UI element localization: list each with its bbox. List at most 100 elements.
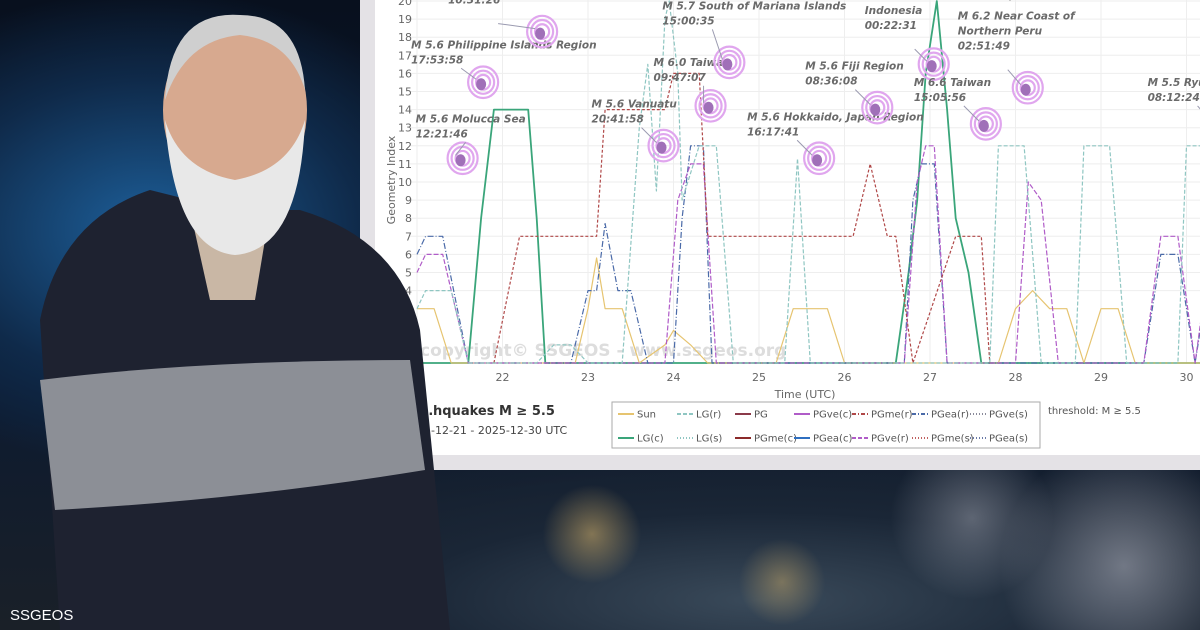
legend-label: PGme(c) bbox=[754, 434, 797, 445]
legend-item[interactable]: PGea(c) bbox=[794, 434, 852, 445]
y-tick-label: 15 bbox=[398, 86, 412, 99]
legend-item[interactable]: PGme(s) bbox=[912, 434, 974, 445]
y-tick-label: 11 bbox=[398, 158, 412, 171]
y-tick-label: 10 bbox=[398, 176, 412, 189]
y-tick-label: 19 bbox=[398, 13, 412, 26]
quake-ring-icon bbox=[717, 49, 742, 75]
quake-epicenter-icon bbox=[535, 27, 546, 40]
x-axis-label: Time (UTC) bbox=[774, 388, 836, 401]
quake-ring-icon bbox=[694, 88, 727, 123]
event-label: M 5.6 Fiji Region bbox=[805, 61, 903, 73]
brand-label: SSGEOS bbox=[10, 607, 74, 624]
legend-label: PGve(c) bbox=[813, 410, 852, 421]
event-label: Northern Peru bbox=[958, 26, 1043, 38]
earthquake-event[interactable]: M 5.7 South of Mariana Islands 15:00:35 bbox=[662, 0, 846, 80]
legend-item[interactable]: LG(r) bbox=[677, 410, 721, 421]
quake-ring-icon bbox=[865, 94, 890, 121]
legend-label: LG(s) bbox=[696, 434, 722, 445]
earthquake-event[interactable]: M 5.5 Ryukyu Islands 08:12:24 bbox=[1148, 77, 1200, 140]
y-tick-label: 17 bbox=[398, 49, 412, 62]
event-label: M 5.6 Molucca Sea bbox=[416, 113, 526, 125]
legend-item[interactable]: LG(s) bbox=[677, 434, 722, 445]
event-label: M 5.6 Hokkaido, Japan Region bbox=[747, 111, 924, 123]
quake-epicenter-icon bbox=[812, 154, 823, 167]
y-tick-label: 7 bbox=[405, 230, 412, 243]
quake-ring-icon bbox=[803, 141, 836, 176]
quake-epicenter-icon bbox=[722, 58, 733, 71]
city-lights bbox=[440, 470, 1200, 630]
earthquake-event[interactable]: M 6.2 Near Coast of Northern Peru 02:51:49 bbox=[958, 11, 1076, 105]
earthquake-event[interactable]: M 5.6 Philippine Islands Region 17:53:58 bbox=[411, 39, 597, 100]
quake-epicenter-icon bbox=[703, 101, 714, 114]
earthquake-event[interactable]: M 6.6 Taiwan 15:05:56 bbox=[914, 77, 1002, 141]
quake-ring-icon bbox=[1015, 75, 1040, 101]
legend-item[interactable]: LG(c) bbox=[618, 434, 664, 445]
legend-item[interactable]: PGme(c) bbox=[735, 434, 797, 445]
quake-ring-icon bbox=[698, 93, 723, 119]
event-pointer bbox=[796, 139, 813, 156]
event-pointer bbox=[1007, 69, 1022, 86]
y-tick-label: 14 bbox=[398, 104, 412, 117]
legend-item[interactable]: Sun bbox=[618, 410, 656, 421]
event-label: M 5.6 Vanuatu bbox=[592, 99, 678, 111]
earthquake-event[interactable]: M 5.6 Molucca Sea 12:21:46 bbox=[416, 113, 526, 176]
chart-subtitle: …-12-21 - 2025-12-30 UTC bbox=[420, 424, 567, 437]
event-time: 15:00:35 bbox=[662, 15, 714, 27]
x-tick-label: 29 bbox=[1094, 371, 1108, 384]
event-pointer bbox=[854, 89, 871, 105]
quake-epicenter-icon bbox=[978, 119, 989, 132]
legend-label: PG bbox=[754, 410, 768, 421]
quake-epicenter-icon bbox=[656, 141, 667, 154]
event-pointer bbox=[460, 67, 477, 80]
earthquake-event[interactable]: M 5.6 Vanuatu 20:41:58 bbox=[592, 99, 680, 163]
hair bbox=[165, 14, 305, 100]
y-tick-label: 18 bbox=[398, 31, 412, 44]
quake-ring-icon bbox=[526, 14, 559, 49]
watermark: copyright© SSGEOS - www.ssgeos.org bbox=[420, 341, 786, 361]
legend-item[interactable]: PGme(r) bbox=[852, 410, 913, 421]
legend-label: PGme(s) bbox=[931, 434, 974, 445]
legend-item[interactable]: PGve(s) bbox=[970, 410, 1028, 421]
event-time: 08:36:08 bbox=[805, 76, 857, 88]
series-pgmer bbox=[493, 72, 991, 364]
event-time: 10:31:26 bbox=[448, 0, 500, 7]
legend-label: PGve(r) bbox=[871, 434, 909, 445]
earthquake-event[interactable]: M 5.6 Southern Sumatra, Indonesia 00:22:31 bbox=[865, 0, 1014, 82]
quake-ring-icon bbox=[530, 18, 555, 45]
earthquake-event[interactable]: M 6.5 Eastern New GuineaRegion. P.N.G.10… bbox=[448, 0, 604, 49]
event-pointer bbox=[455, 141, 467, 156]
event-pointer bbox=[711, 29, 723, 60]
event-time: 20:41:58 bbox=[592, 114, 644, 126]
series-lgr bbox=[416, 0, 1200, 364]
event-pointer bbox=[914, 48, 928, 62]
event-label: M 5.7 South of Mariana Islands bbox=[662, 0, 846, 12]
event-time: 00:22:31 bbox=[865, 20, 917, 32]
legend-label: PGea(c) bbox=[813, 434, 852, 445]
legend-label: PGea(r) bbox=[931, 410, 969, 421]
legend-item[interactable]: PGve(c) bbox=[794, 410, 852, 421]
earthquake-event[interactable]: M 6.0 Taiwan 09:47:07 bbox=[654, 57, 731, 123]
event-pointer bbox=[498, 23, 536, 30]
x-tick-label: 23 bbox=[581, 371, 595, 384]
event-label: M 6.2 Near Coast of bbox=[958, 11, 1076, 23]
legend-item[interactable]: PG bbox=[735, 410, 768, 421]
legend-item[interactable]: PGea(r) bbox=[912, 410, 969, 421]
quake-ring-icon bbox=[861, 90, 894, 125]
earthquake-event[interactable]: M 5.6 Fiji Region 08:36:08 bbox=[805, 61, 904, 125]
quake-ring-icon bbox=[973, 111, 998, 137]
sweater-gray-band bbox=[40, 360, 425, 510]
legend-item[interactable]: PGea(s) bbox=[970, 434, 1028, 445]
event-time: 16:17:41 bbox=[747, 126, 799, 138]
y-tick-label: 12 bbox=[398, 140, 412, 153]
earthquake-event[interactable]: M 5.6 Hokkaido, Japan Region 16:17:41 bbox=[747, 111, 924, 176]
event-time: 09:47:07 bbox=[654, 72, 707, 84]
event-pointer bbox=[641, 127, 657, 143]
legend-box bbox=[611, 401, 1041, 449]
quake-ring-icon bbox=[471, 69, 496, 95]
x-tick-label: 22 bbox=[496, 371, 510, 384]
legend-item[interactable]: PGve(r) bbox=[852, 434, 909, 445]
series-pgver bbox=[416, 145, 1200, 364]
y-tick-label: 8 bbox=[405, 212, 412, 225]
quake-epicenter-icon bbox=[455, 154, 466, 167]
quake-epicenter-icon bbox=[870, 103, 881, 116]
